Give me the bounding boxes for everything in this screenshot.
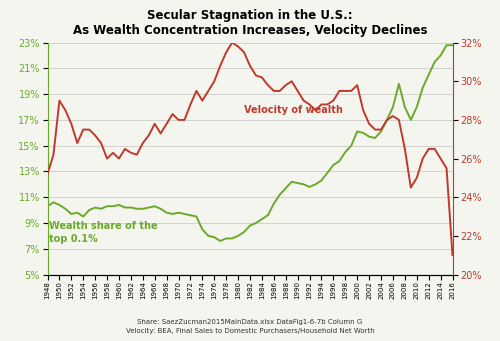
- Text: Share: SaezZucman2015MainData.xlsx DataFig1-6-7b Column G: Share: SaezZucman2015MainData.xlsx DataF…: [138, 318, 362, 325]
- Text: As Wealth Concentration Increases, Velocity Declines: As Wealth Concentration Increases, Veloc…: [73, 24, 427, 37]
- Text: Velocity: BEA, Final Sales to Domestic Purchasers/Household Net Worth: Velocity: BEA, Final Sales to Domestic P…: [126, 328, 374, 334]
- Text: Velocity of wealth: Velocity of wealth: [244, 105, 343, 116]
- Text: Secular Stagnation in the U.S.:: Secular Stagnation in the U.S.:: [147, 9, 353, 21]
- Text: Wealth share of the
top 0.1%: Wealth share of the top 0.1%: [50, 221, 158, 244]
